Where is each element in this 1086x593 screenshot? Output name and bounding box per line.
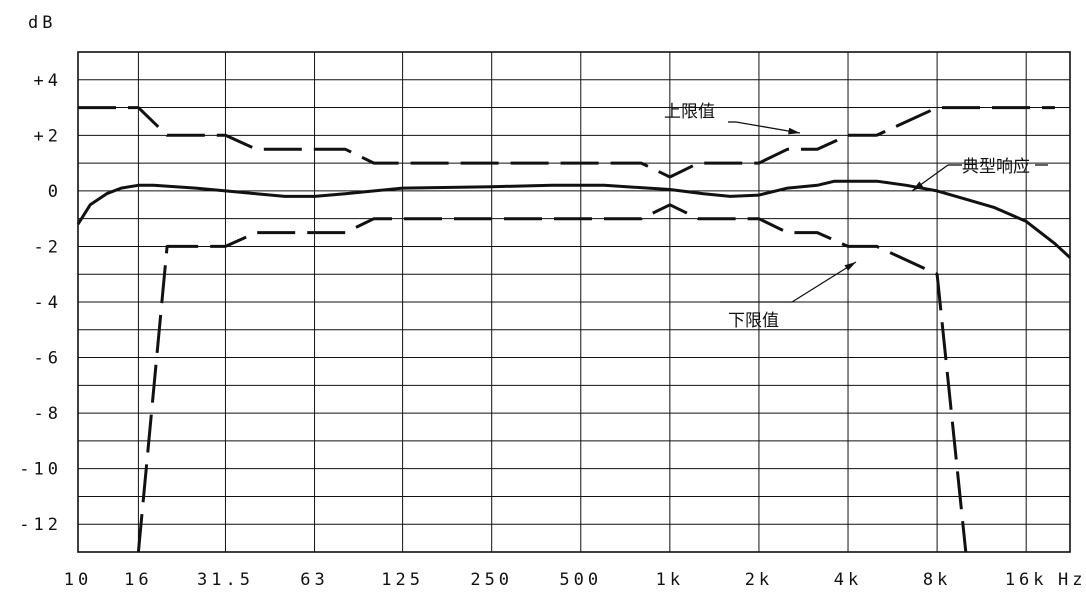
y-tick-label: -6 [34,349,62,369]
x-tick-label: 16k [1005,570,1048,590]
y-tick-label: -4 [34,293,62,313]
x-tick-label: 16 [124,570,152,590]
x-unit-label: Hz [1058,570,1086,590]
y-tick-label: -8 [34,404,62,424]
upper-leader-arrowhead [788,127,800,135]
upper-limit-line [78,106,1055,179]
x-tick-label: 10 [64,570,92,590]
y-tick-label: -10 [19,460,62,480]
x-tick-label: 63 [300,570,328,590]
x-tick-label: 31.5 [197,570,254,590]
label-upper-limit: 上限值 [664,102,715,122]
label-lower-limit: 下限值 [728,311,779,331]
x-tick-label: 500 [559,570,602,590]
typical-leader-arrowhead [912,181,924,191]
series-lines [76,106,1072,553]
y-tick-label: +4 [34,71,62,91]
x-tick-labels: 10 16 31.5 63 125 250 500 1k 2k 4k 8k 16k Hz [64,570,1086,590]
lower-leader [791,261,857,303]
y-unit-label: dB [28,13,56,33]
lower-leader-arrowhead [844,262,856,271]
x-tick-label: 8k [923,570,951,590]
annotations: 上限值 典型响应 下限值 [664,102,1048,331]
y-tick-label: +2 [34,126,62,146]
y-tick-label: -2 [34,237,62,257]
x-tick-label: 4k [834,570,862,590]
lower-limit-line [136,203,968,553]
label-typical-response: 典型响应 [962,157,1030,177]
typical-response-line [76,179,1072,259]
x-tick-label: 250 [470,570,513,590]
x-tick-label: 125 [381,570,424,590]
grid [77,51,1071,553]
x-tick-label: 2k [745,570,773,590]
y-tick-labels: +4 +2 0 -2 -4 -6 -8 -10 -12 [19,71,62,535]
x-tick-label: 1k [656,570,684,590]
y-tick-label: 0 [48,182,62,202]
y-tick-label: -12 [19,515,62,535]
